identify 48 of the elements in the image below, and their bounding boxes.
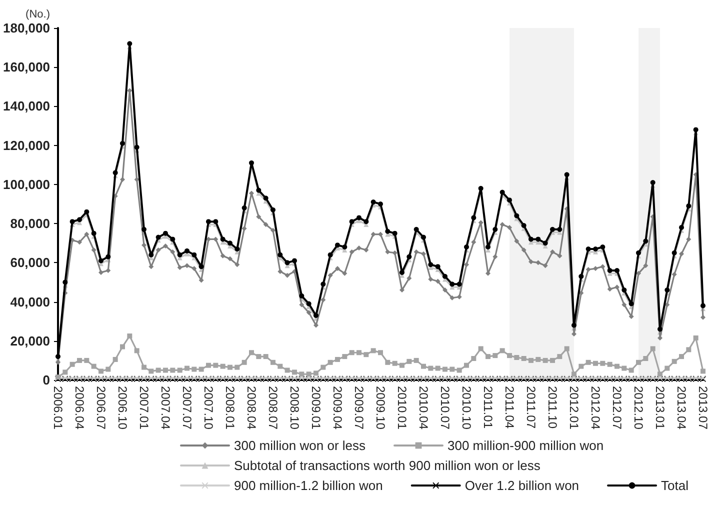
x-tick-label: 2011.01 [480,386,495,429]
y-tick-label: 60,000 [10,255,50,270]
legend-label: 300 million won or less [234,438,366,453]
x-tick-label: 2013.07 [696,386,709,430]
x-tick-label: 2009.10 [373,386,388,430]
y-tick-label: 120,000 [2,138,50,153]
x-tick-label: 2012.10 [632,386,646,430]
legend-label: 300 million-900 million won [448,438,604,453]
x-tick-label: 2013.04 [674,386,688,430]
x-tick-label: 2007.04 [158,386,172,430]
x-tick-label: 2007.07 [180,386,194,430]
x-tick-label: 2006.10 [115,386,130,430]
x-tick-label: 2009.07 [352,386,366,430]
x-tick-label: 2010.07 [438,386,452,430]
legend-label: Subtotal of transactions worth 900 million won or less [234,458,541,473]
x-tick-label: 2009.01 [308,386,323,430]
x-tick-label: 2011.04 [502,386,516,429]
y-tick-label: 20,000 [10,333,50,348]
x-tick-label: 2013.01 [653,386,667,430]
x-tick-label: 2011.07 [524,386,538,429]
legend-label: 900 million-1.2 billion won [234,478,383,493]
x-tick-label: 2010.01 [394,386,409,430]
y-tick-label: 0 [42,372,50,388]
x-tick-label: 2007.01 [136,386,151,430]
x-tick-label: 2010.10 [459,386,474,430]
x-tick-label: 2008.04 [244,386,258,430]
x-tick-label: 2009.04 [330,386,344,430]
x-tick-label: 2011.10 [546,386,560,429]
x-tick-label: 2006.07 [94,386,108,430]
y-tick-label: 80,000 [10,216,50,232]
y-tick-label: 180,000 [2,20,50,36]
x-tick-label: 2006.04 [72,386,86,430]
y-tick-label: 100,000 [2,176,50,192]
x-tick-label: 2008.01 [222,386,237,430]
x-tick-label: 2006.01 [50,386,65,430]
y-tick-label: 140,000 [2,98,50,114]
legend-label: Total [661,478,689,493]
x-tick-label: 2007.10 [201,386,216,430]
x-tick-label: 2012.07 [610,386,624,430]
y-axis-title: (No.) [26,8,50,20]
y-tick-label: 160,000 [2,60,50,75]
x-tick-label: 2012.04 [588,386,602,430]
legend-label: Over 1.2 billion won [464,478,580,493]
y-tick-label: 40,000 [10,294,50,310]
x-tick-label: 2010.04 [416,386,430,430]
x-tick-label: 2008.07 [266,386,280,430]
x-tick-label: 2012.01 [567,386,581,430]
x-tick-label: 2008.10 [287,386,302,430]
